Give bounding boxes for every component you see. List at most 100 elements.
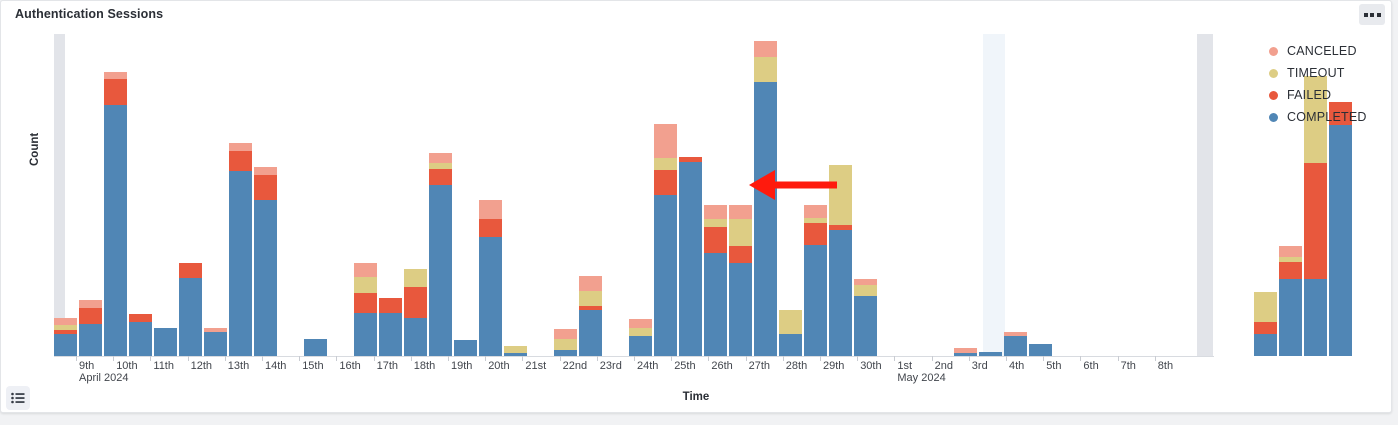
- bar-segment-failed[interactable]: [679, 156, 702, 162]
- bar-segment-timeout[interactable]: [354, 276, 377, 293]
- bar-group[interactable]: [129, 313, 152, 356]
- bar-segment-timeout[interactable]: [54, 324, 77, 330]
- bar-segment-completed[interactable]: [229, 170, 252, 356]
- bar-group[interactable]: [704, 205, 727, 356]
- bar-segment-timeout[interactable]: [754, 57, 777, 83]
- bar-segment-failed[interactable]: [1304, 162, 1327, 279]
- bar-segment-canceled[interactable]: [729, 205, 752, 220]
- bar-group[interactable]: [1029, 343, 1052, 356]
- bar-segment-timeout[interactable]: [429, 162, 452, 169]
- bar-segment-timeout[interactable]: [629, 327, 652, 336]
- bar-group[interactable]: [654, 123, 677, 356]
- bar-segment-completed[interactable]: [1279, 278, 1302, 356]
- bar-group[interactable]: [104, 72, 127, 356]
- bar-segment-failed[interactable]: [54, 329, 77, 334]
- bar-segment-canceled[interactable]: [854, 278, 877, 285]
- bar-segment-completed[interactable]: [979, 351, 1002, 356]
- bar-group[interactable]: [554, 328, 577, 356]
- legend-item-failed[interactable]: FAILED: [1269, 84, 1398, 106]
- bar-segment-timeout[interactable]: [804, 218, 827, 224]
- bar-segment-canceled[interactable]: [654, 123, 677, 158]
- bar-group[interactable]: [179, 263, 202, 356]
- bar-segment-failed[interactable]: [829, 225, 852, 231]
- bar-segment-canceled[interactable]: [579, 275, 602, 291]
- bar-group[interactable]: [154, 327, 177, 356]
- bar-segment-completed[interactable]: [104, 105, 127, 356]
- bar-group[interactable]: [1304, 76, 1327, 356]
- bar-group[interactable]: [354, 263, 377, 356]
- bar-group[interactable]: [379, 297, 402, 356]
- bar-segment-canceled[interactable]: [704, 205, 727, 220]
- bar-segment-failed[interactable]: [579, 305, 602, 310]
- bar-group[interactable]: [404, 269, 427, 356]
- bar-group[interactable]: [429, 152, 452, 356]
- bar-segment-completed[interactable]: [1329, 124, 1352, 356]
- bar-group[interactable]: [504, 345, 527, 356]
- bar-group[interactable]: [1004, 331, 1027, 356]
- bar-segment-timeout[interactable]: [504, 345, 527, 353]
- legend-item-canceled[interactable]: CANCELED: [1269, 40, 1398, 62]
- bar-segment-canceled[interactable]: [429, 152, 452, 163]
- bar-segment-canceled[interactable]: [479, 200, 502, 220]
- bar-group[interactable]: [804, 205, 827, 356]
- chart-legend[interactable]: CANCELED TIMEOUT FAILED COMPLETED: [1269, 40, 1398, 128]
- bar-segment-completed[interactable]: [79, 323, 102, 356]
- bar-segment-completed[interactable]: [1304, 278, 1327, 356]
- bar-segment-failed[interactable]: [79, 307, 102, 324]
- bar-group[interactable]: [79, 299, 102, 356]
- bar-segment-failed[interactable]: [179, 263, 202, 278]
- bar-group[interactable]: [954, 347, 977, 356]
- bar-segment-timeout[interactable]: [829, 164, 852, 226]
- bar-segment-canceled[interactable]: [354, 263, 377, 277]
- bar-group[interactable]: [579, 275, 602, 356]
- bar-segment-failed[interactable]: [429, 168, 452, 185]
- bar-segment-completed[interactable]: [854, 295, 877, 356]
- bar-segment-completed[interactable]: [754, 82, 777, 356]
- bar-segment-completed[interactable]: [1254, 333, 1277, 356]
- bar-segment-timeout[interactable]: [779, 309, 802, 334]
- bar-group[interactable]: [979, 351, 1002, 356]
- bar-segment-failed[interactable]: [654, 169, 677, 195]
- bar-segment-completed[interactable]: [654, 195, 677, 356]
- bar-segment-completed[interactable]: [54, 333, 77, 356]
- legend-item-timeout[interactable]: TIMEOUT: [1269, 62, 1398, 84]
- bar-segment-canceled[interactable]: [79, 299, 102, 308]
- bar-segment-completed[interactable]: [779, 333, 802, 356]
- bar-segment-timeout[interactable]: [654, 157, 677, 170]
- bar-segment-failed[interactable]: [1254, 321, 1277, 334]
- bar-group[interactable]: [304, 338, 327, 356]
- bar-group[interactable]: [479, 200, 502, 356]
- bar-segment-canceled[interactable]: [804, 205, 827, 219]
- bar-segment-completed[interactable]: [304, 338, 327, 356]
- bar-group[interactable]: [854, 278, 877, 356]
- bar-segment-failed[interactable]: [129, 313, 152, 322]
- bar-segment-completed[interactable]: [254, 200, 277, 356]
- bar-group[interactable]: [779, 309, 802, 356]
- bar-segment-failed[interactable]: [229, 150, 252, 171]
- bar-group[interactable]: [679, 156, 702, 356]
- bar-segment-failed[interactable]: [479, 219, 502, 238]
- bar-segment-failed[interactable]: [704, 227, 727, 254]
- bar-segment-failed[interactable]: [404, 286, 427, 318]
- bar-segment-completed[interactable]: [204, 331, 227, 356]
- bar-segment-completed[interactable]: [729, 263, 752, 356]
- bar-segment-canceled[interactable]: [204, 327, 227, 332]
- bar-group[interactable]: [254, 166, 277, 356]
- legend-item-completed[interactable]: COMPLETED: [1269, 106, 1398, 128]
- bar-segment-canceled[interactable]: [254, 166, 277, 175]
- bar-segment-timeout[interactable]: [729, 219, 752, 247]
- bar-group[interactable]: [729, 205, 752, 356]
- bar-segment-failed[interactable]: [254, 174, 277, 201]
- bar-segment-failed[interactable]: [354, 292, 377, 313]
- bar-segment-timeout[interactable]: [854, 284, 877, 296]
- list-view-icon[interactable]: [6, 386, 30, 410]
- bar-segment-completed[interactable]: [829, 230, 852, 356]
- bar-segment-failed[interactable]: [1279, 262, 1302, 279]
- bar-segment-completed[interactable]: [179, 277, 202, 356]
- bar-group[interactable]: [204, 327, 227, 356]
- bar-group[interactable]: [1254, 291, 1277, 356]
- bar-group[interactable]: [54, 317, 77, 356]
- bar-segment-failed[interactable]: [104, 79, 127, 106]
- bar-segment-completed[interactable]: [1029, 343, 1052, 356]
- bar-segment-canceled[interactable]: [54, 317, 77, 325]
